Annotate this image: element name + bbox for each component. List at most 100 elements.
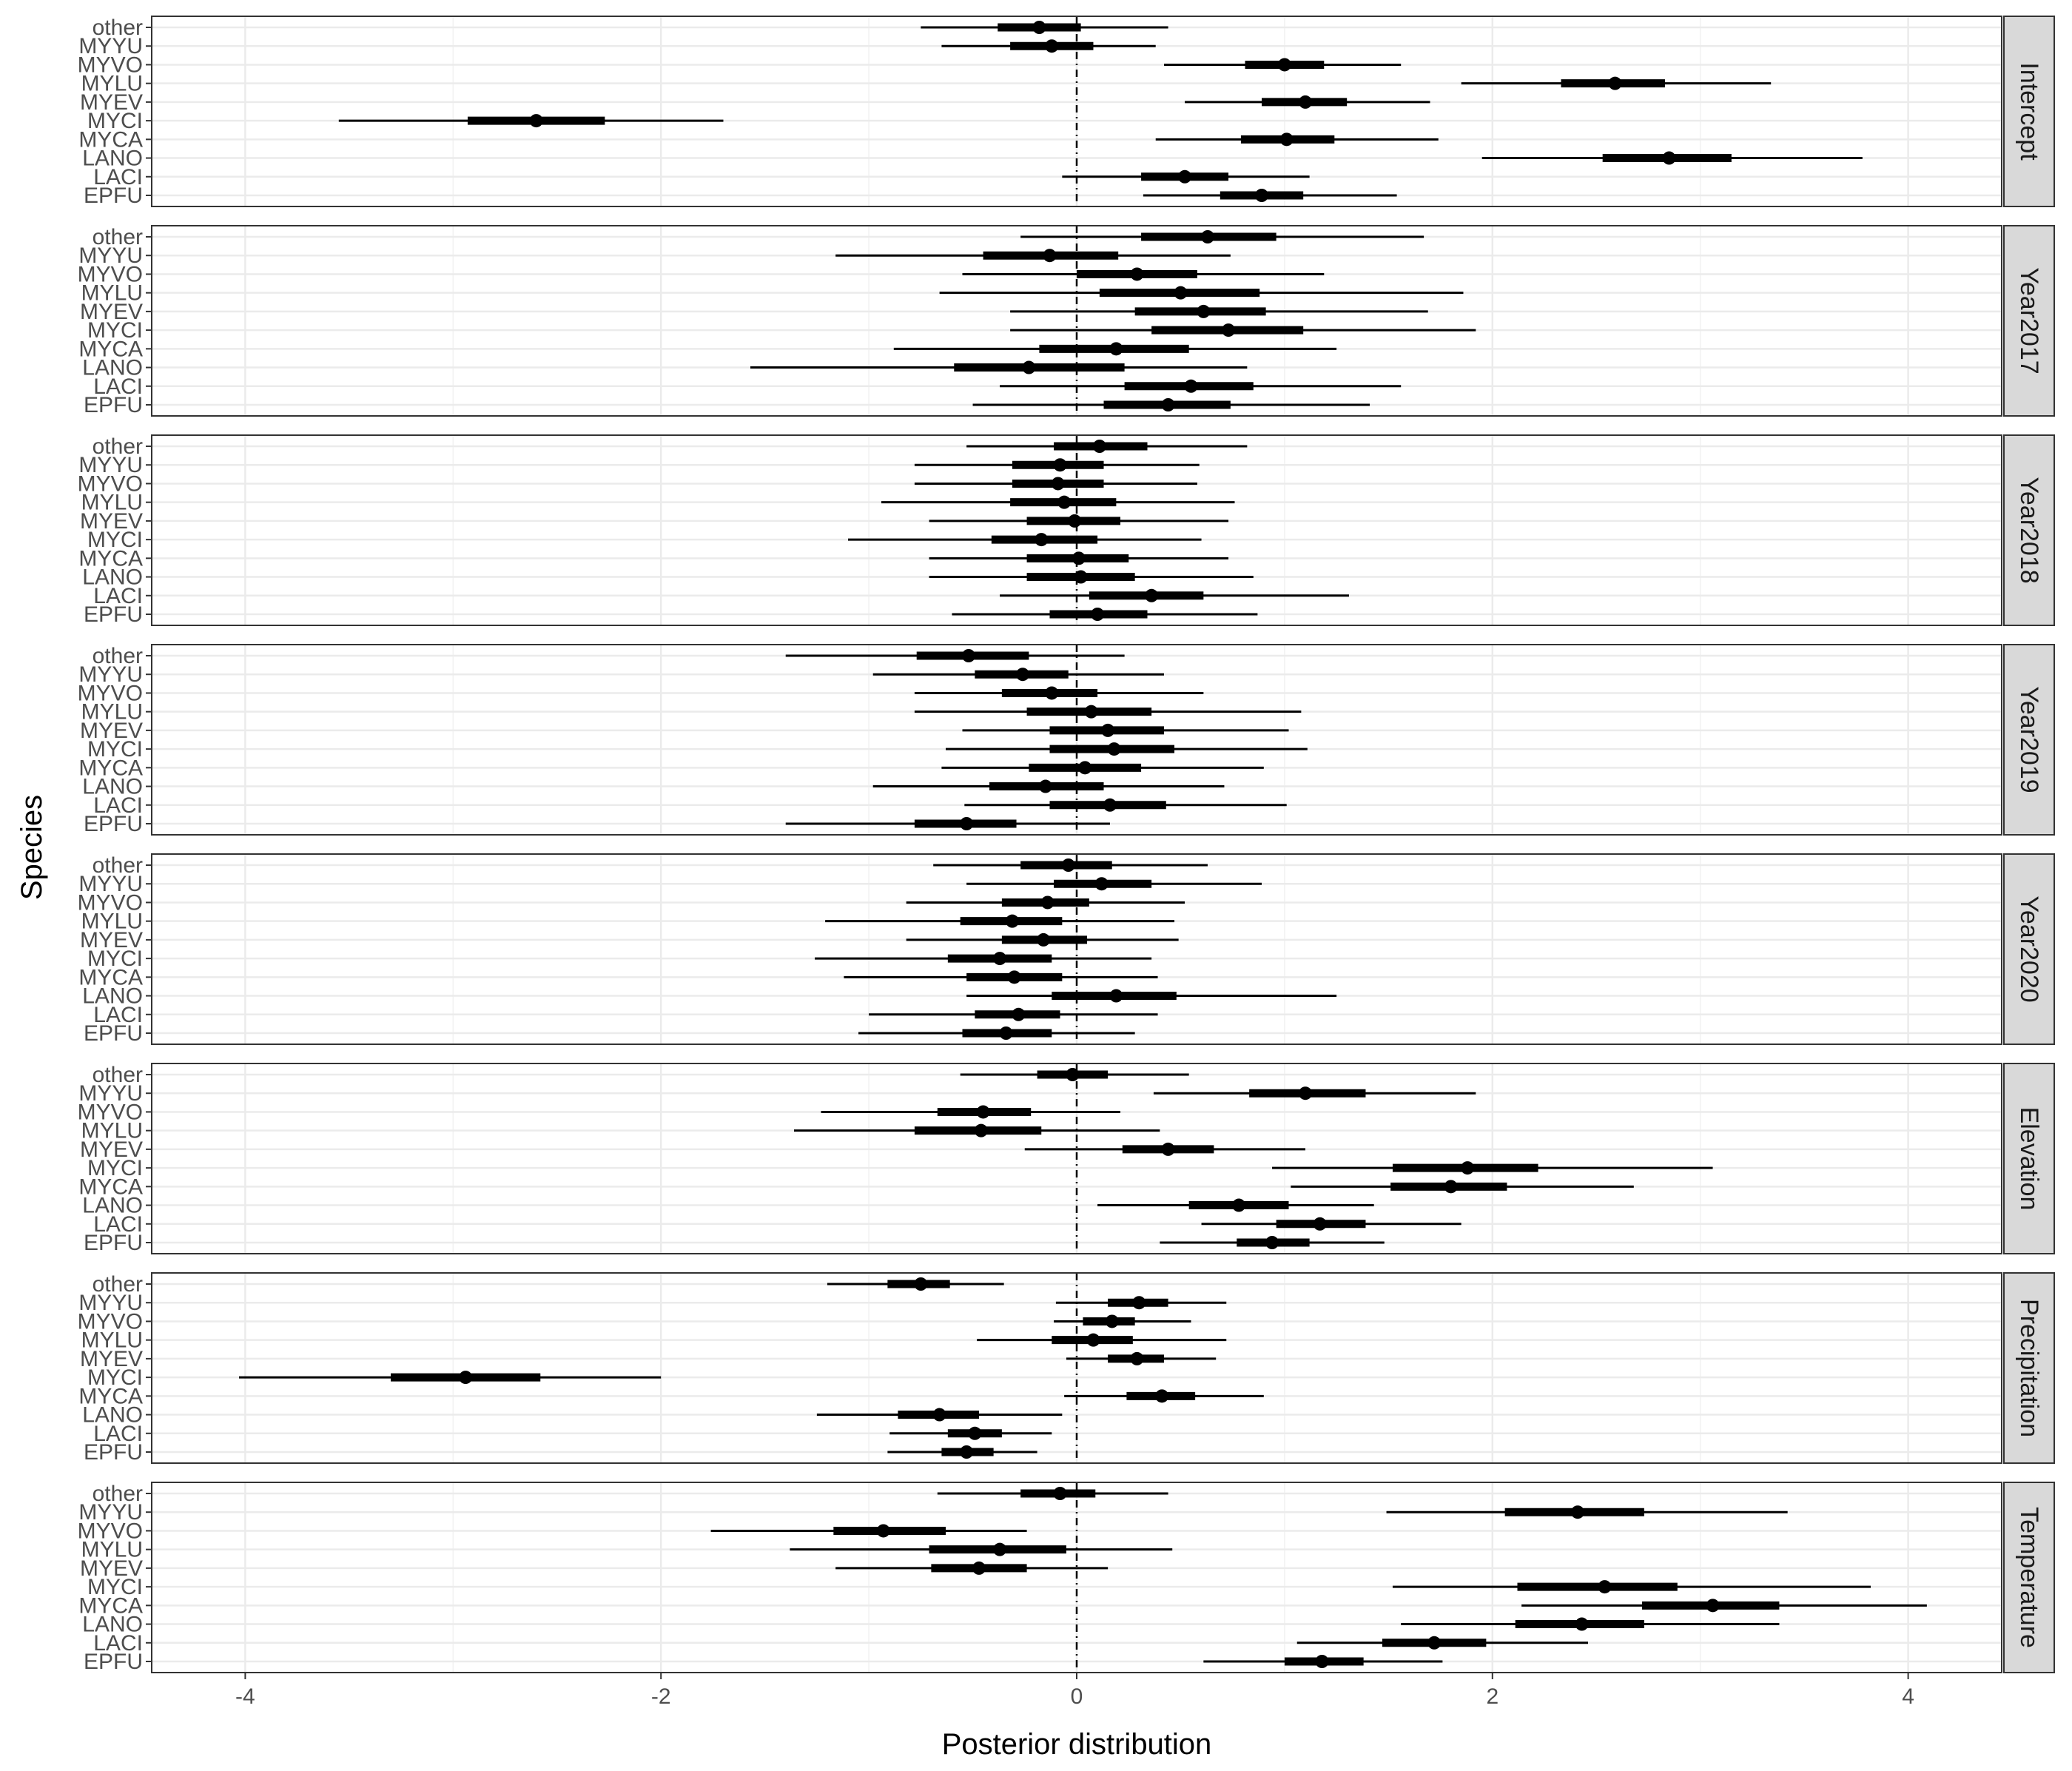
y-tick-label: EPFU (84, 393, 143, 417)
y-tick-label: MYYU (78, 243, 143, 268)
facet-strip (2003, 434, 2055, 626)
median-point (1007, 970, 1021, 984)
y-tick-label: MYEV (80, 90, 143, 115)
facet-strip-label: Intercept (2015, 62, 2043, 161)
x-axis: -4 -2 0 2 4 (235, 1673, 1914, 1709)
y-tick-label: MYYU (78, 1081, 143, 1106)
pointrange-myvo (914, 477, 1197, 491)
y-tick-label: MYLU (81, 1328, 143, 1353)
y-tick-label: MYCI (87, 109, 143, 133)
median-point (1103, 798, 1117, 812)
y-tick-label: LACI (93, 584, 143, 608)
median-point (1066, 1068, 1080, 1081)
median-point (1427, 1636, 1442, 1650)
panel-year2017: otherMYYUMYVOMYLUMYEVMYCIMYCALANOLACIEPF… (78, 225, 2055, 417)
median-point (1155, 1389, 1169, 1403)
median-point (1072, 551, 1086, 565)
median-point (1045, 686, 1059, 700)
median-point (932, 1408, 946, 1422)
pointrange-myvo (906, 895, 1185, 910)
median-point (1315, 1655, 1329, 1668)
pointrange-laci (1000, 379, 1402, 393)
pointrange-epfu (1143, 189, 1397, 202)
facet-panels: otherMYYUMYVOMYLUMYEVMYCIMYCALANOLACIEPF… (78, 16, 2055, 1674)
pointrange-epfu (1203, 1655, 1443, 1668)
median-point (1035, 533, 1049, 547)
y-tick-label: MYYU (78, 872, 143, 896)
y-tick-label: LANO (82, 1194, 143, 1218)
median-point (1298, 95, 1312, 109)
pointrange-myyu (966, 877, 1262, 891)
median-point (1037, 932, 1051, 947)
y-tick-label: EPFU (84, 1231, 143, 1255)
panel-border (151, 853, 2002, 1045)
y-tick-label: MYVO (78, 890, 143, 915)
y-tick-label: MYCI (87, 1575, 143, 1599)
median-point (1086, 1333, 1100, 1347)
panel-year2020: otherMYYUMYVOMYLUMYEVMYCIMYCALANOLACIEPF… (78, 853, 2055, 1046)
y-tick-label: other (92, 1063, 143, 1087)
y-tick-label: MYEV (80, 1137, 143, 1162)
panel-year2019: otherMYYUMYVOMYLUMYEVMYCIMYCALANOLACIEPF… (78, 644, 2055, 836)
pointrange-myca (1291, 1180, 1634, 1194)
pointrange-myci (1010, 323, 1476, 337)
pointrange-mylu (1461, 76, 1772, 90)
median-point (1101, 723, 1115, 737)
x-tick-label: 2 (1486, 1684, 1498, 1709)
y-tick-label: MYLU (81, 491, 143, 515)
median-point (960, 1445, 974, 1459)
y-tick-label: other (92, 853, 143, 878)
median-point (1313, 1217, 1327, 1231)
y-tick-label: MYLU (81, 910, 143, 934)
pointrange-other (937, 1487, 1168, 1500)
y-tick-label: MYCA (78, 1174, 143, 1199)
y-tick-label: MYVO (78, 471, 143, 496)
y-tick-label: MYEV (80, 928, 143, 952)
median-point (1298, 1086, 1312, 1100)
median-point (1575, 1617, 1589, 1631)
pointrange-laci (1296, 1636, 1589, 1650)
pointrange-laci (889, 1426, 1052, 1440)
median-point (1184, 379, 1198, 393)
median-point (961, 649, 975, 662)
median-point (972, 1561, 986, 1575)
median-point (1232, 1198, 1246, 1212)
facet-strip (2003, 1272, 2055, 1464)
y-tick-label: LACI (93, 1003, 143, 1027)
median-point (529, 114, 543, 128)
y-tick-label: other (92, 225, 143, 249)
median-point (1255, 189, 1268, 202)
y-tick-label: MYVO (78, 1309, 143, 1334)
median-point (1570, 1505, 1584, 1519)
pointrange-other (933, 858, 1208, 872)
panel-border (151, 225, 2002, 417)
pointrange-myev (1010, 304, 1428, 318)
pointrange-laci (869, 1007, 1158, 1021)
y-tick-label: MYYU (78, 1500, 143, 1525)
pointrange-myca (1521, 1599, 1927, 1613)
panel-elevation: otherMYYUMYVOMYLUMYEVMYCIMYCALANOLACIEPF… (78, 1063, 2055, 1255)
median-point (1277, 58, 1291, 72)
median-point (1706, 1599, 1720, 1613)
y-tick-label: MYCA (78, 1384, 143, 1408)
y-tick-label: LANO (82, 356, 143, 380)
pointrange-myyu (835, 249, 1231, 263)
y-tick-label: MYCI (87, 318, 143, 343)
pointrange-myev (1024, 1142, 1305, 1156)
median-point (1012, 1007, 1026, 1021)
pointrange-mylu (914, 705, 1302, 719)
median-point (1109, 342, 1123, 356)
median-point (1130, 267, 1144, 281)
median-point (1091, 608, 1105, 621)
y-tick-label: MYCA (78, 127, 143, 152)
pointrange-myev (835, 1561, 1109, 1575)
pointrange-epfu (972, 398, 1370, 411)
panel-temperature: otherMYYUMYVOMYLUMYEVMYCIMYCALANOLACIEPF… (78, 1482, 2055, 1674)
y-tick-label: EPFU (84, 1440, 143, 1465)
y-tick-label: LANO (82, 1613, 143, 1637)
y-tick-label: other (92, 644, 143, 668)
y-tick-label: EPFU (84, 184, 143, 208)
pointrange-laci (1062, 169, 1310, 184)
median-point (1057, 495, 1072, 509)
y-tick-label: EPFU (84, 1650, 143, 1674)
